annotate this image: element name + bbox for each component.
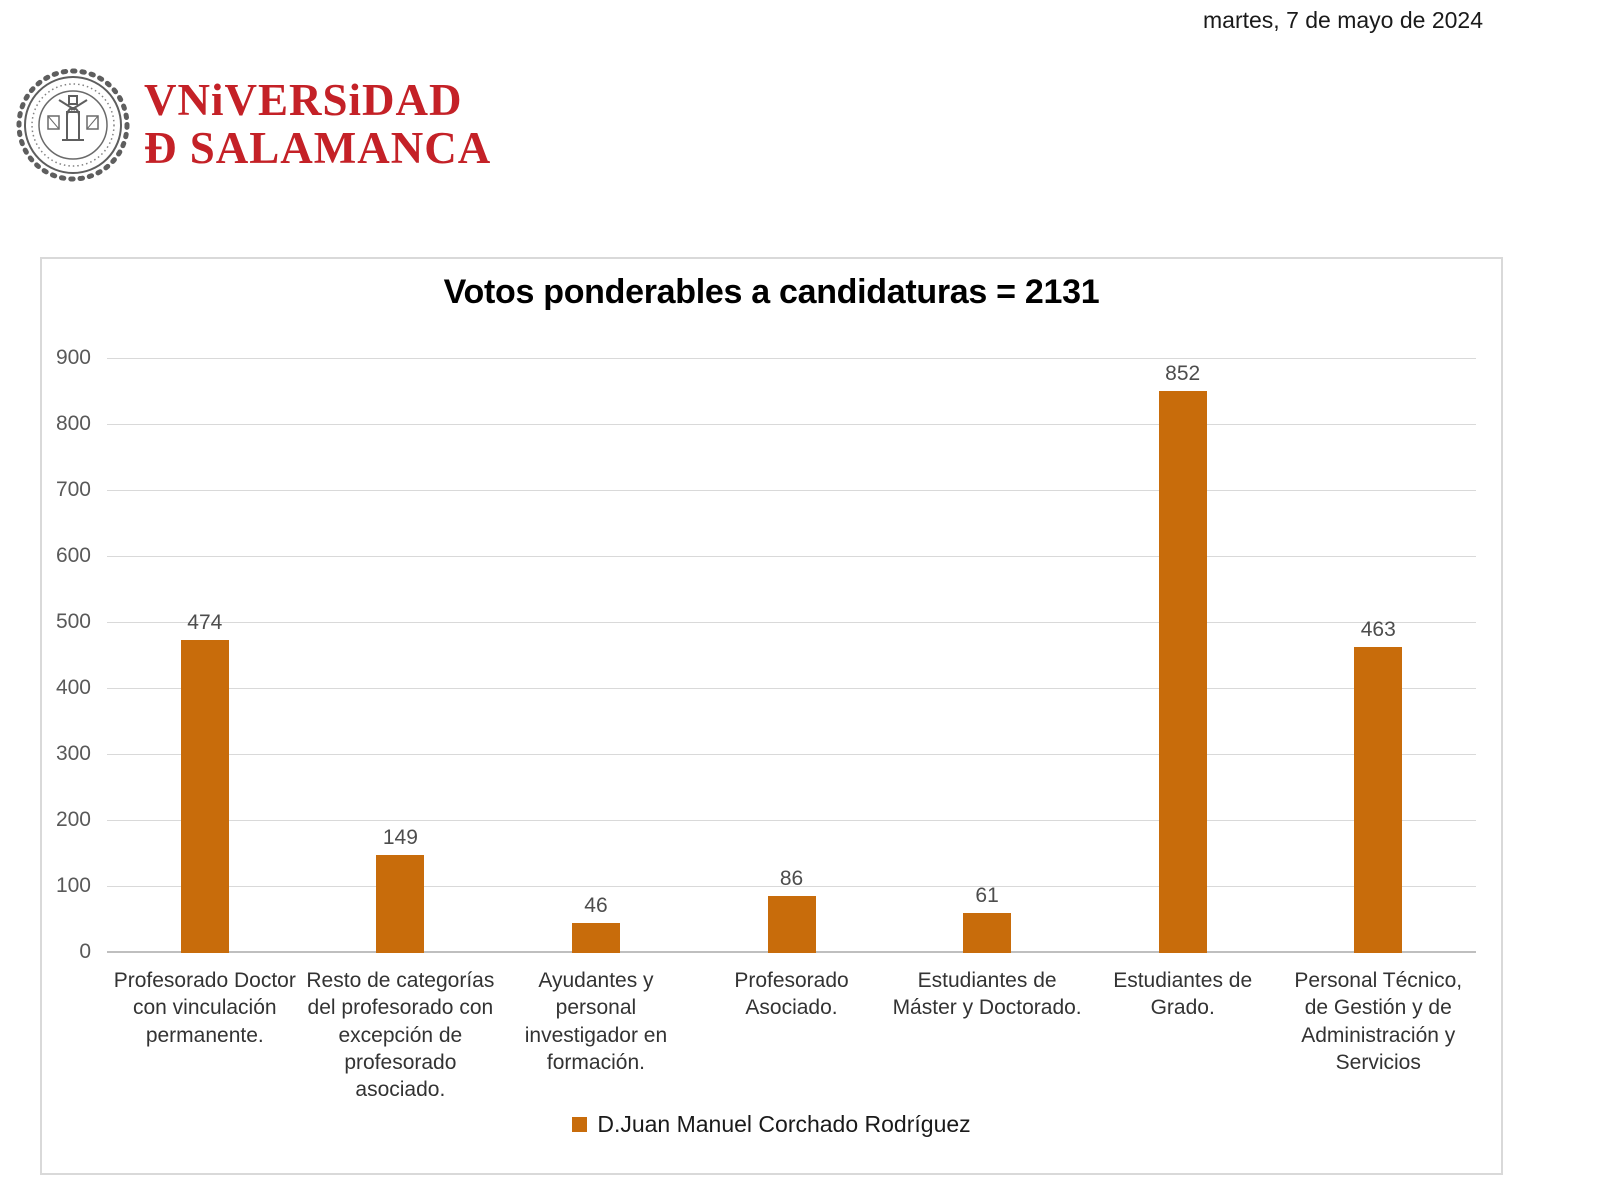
category-label: Estudiantes de Grado.: [1113, 969, 1253, 1020]
y-tick-label: 900: [55, 346, 91, 369]
bar-value-label: 149: [382, 825, 418, 849]
bar-value-label: 61: [975, 883, 999, 907]
gridline: [107, 424, 1476, 426]
university-wordmark-line2: Ð SALAMANCA: [144, 123, 492, 173]
category-label: Personal Técnico, de Gestión y de Admini…: [1294, 969, 1463, 1074]
bar: [376, 854, 425, 953]
bar-value-label: 474: [187, 611, 223, 635]
bar-value-label: 852: [1165, 361, 1201, 385]
category-label: Profesorado Doctor con vinculación perma…: [113, 969, 296, 1047]
bar-slot: 61: [889, 359, 1085, 953]
bar: [1354, 647, 1403, 953]
bar: [767, 896, 816, 953]
y-tick-label: 0: [79, 940, 91, 963]
y-tick-label: 100: [55, 874, 91, 898]
y-tick-label: 300: [55, 742, 91, 765]
university-logo: VNiVERSiDAD Ð SALAMANCA: [14, 66, 491, 184]
bar-slot: 852: [1085, 359, 1281, 953]
bar-slot: 474: [107, 359, 303, 953]
gridline: [107, 622, 1476, 623]
bar-slot: 86: [694, 359, 890, 953]
category-label: Ayudantes y personal investigador en for…: [524, 969, 668, 1074]
bar: [1158, 390, 1207, 953]
gridline: [107, 754, 1476, 755]
gridline: [107, 358, 1476, 359]
bar-slot: 463: [1280, 359, 1476, 953]
chart-title: Votos ponderables a candidaturas = 2131: [443, 273, 1100, 311]
bar-value-label: 46: [584, 893, 608, 917]
y-tick-label: 800: [55, 412, 91, 436]
y-tick-label: 400: [55, 676, 91, 700]
bar: [963, 912, 1012, 953]
bar-slot: 149: [303, 359, 499, 953]
y-tick-label: 200: [55, 808, 91, 832]
bar: [571, 922, 620, 953]
gridline: [107, 490, 1476, 491]
university-wordmark-line1: VNiVERSiDAD: [144, 75, 463, 126]
bars-container: 474 149 46 86 61 852 463: [107, 359, 1476, 953]
category-label: Resto de categorías del profesorado con …: [306, 969, 495, 1102]
category-label: Profesorado Asociado.: [734, 969, 849, 1020]
bar-slot: 46: [498, 359, 694, 953]
gridline: [107, 556, 1476, 557]
plot-area: 474 149 46 86 61 852 463 0 100 200 300 400 500 600 70…: [56, 346, 1476, 963]
x-axis-labels: Profesorado Doctor con vinculación perma…: [107, 967, 1476, 1103]
y-tick-label: 600: [55, 544, 91, 567]
bar-chart: Votos ponderables a candidaturas = 2131 …: [40, 257, 1503, 1175]
y-tick-label: 500: [55, 610, 91, 633]
y-tick-label: 700: [55, 478, 91, 501]
legend-swatch-icon: [572, 1117, 588, 1132]
university-seal-icon: [16, 68, 130, 182]
category-label: Estudiantes de Máster y Doctorado.: [892, 969, 1082, 1020]
bar-value-label: 86: [779, 867, 804, 891]
gridline: [107, 820, 1476, 822]
legend-series-label: D.Juan Manuel Corchado Rodríguez: [597, 1111, 971, 1137]
chart-legend: D.Juan Manuel Corchado Rodríguez: [42, 1111, 1501, 1138]
report-date: martes, 7 de mayo de 2024: [1203, 7, 1483, 33]
bar: [180, 640, 229, 953]
gridline: [107, 886, 1476, 888]
university-wordmark: VNiVERSiDAD Ð SALAMANCA: [144, 77, 491, 172]
gridline: [107, 688, 1476, 690]
bar-value-label: 463: [1360, 618, 1396, 642]
